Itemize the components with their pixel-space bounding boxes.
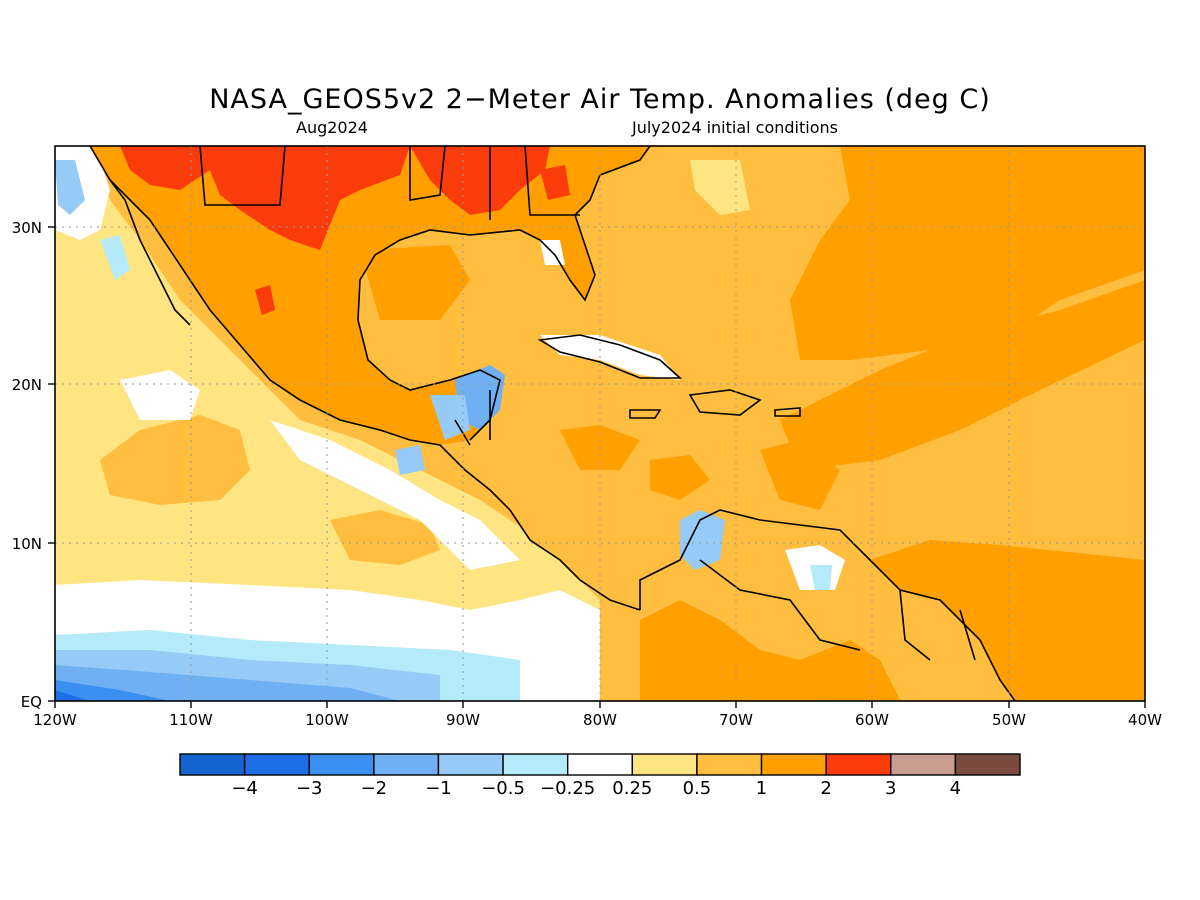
atlantic-warm-north [790,146,1145,360]
map-title: NASA_GEOS5v2 2−Meter Air Temp. Anomalies… [209,84,991,115]
south-america-coastline [639,509,1016,701]
atlantic-light-patch [690,160,750,215]
colorbar-swatch [631,753,698,776]
colorbar-label: 0.5 [683,778,712,799]
anomaly-field [55,146,1145,701]
puerto-rico-outline [774,407,801,417]
lon-label-120w: 120W [33,711,77,729]
colorbar-label: 3 [885,778,896,799]
colorbar: −4 −3 −2 −1 −0.5 −0.25 0.25 0.5 1 2 3 4 [179,753,1021,799]
lon-label-40w: 40W [1128,711,1162,729]
guiana-borders [899,589,976,661]
colorbar-label: 0.25 [612,778,652,799]
pacific-neutral-spot [120,370,200,420]
colorbar-swatch [179,753,246,776]
baja-cool [100,235,130,280]
longitude-labels: 120W 110W 100W 90W 80W 70W 60W 50W 40W [33,711,1162,729]
lon-label-50w: 50W [992,711,1026,729]
baja-coastline [109,179,191,326]
lat-label-20n: 20N [12,376,42,394]
lon-label-70w: 70W [719,711,753,729]
colorbar-swatch [696,753,763,776]
venezuela-border [699,559,861,651]
us-mexico-border [199,146,286,206]
colorbar-swatch [243,753,310,776]
lat-label-30n: 30N [12,219,42,237]
hot-patch-mexico [255,285,275,315]
caribbean-blob-2 [650,455,710,500]
axis-ticks [48,226,1146,708]
lon-label-90w: 90W [446,711,480,729]
latitude-labels: 30N 20N 10N EQ [12,219,42,711]
venezuela-cool [810,565,832,590]
atlantic-warm-south [870,540,1145,701]
equator-cool-3 [55,665,400,701]
cuba-neutral [540,335,680,380]
guatemala-cool [395,445,425,475]
colorbar-swatch [566,753,634,776]
hispaniola-outline [688,389,762,416]
state-border-1 [409,146,446,201]
coastlines [89,146,1016,701]
central-america-land [440,440,640,610]
colorbar-swatch [308,753,375,776]
colorbar-label: 1 [756,778,767,799]
hot-patch-west [120,146,210,190]
maracaibo-cool [680,510,725,570]
colorbar-label: −0.25 [540,778,595,799]
california-cool [55,160,85,215]
south-america-warm [640,600,900,701]
colorbar-swatch [373,753,440,776]
forecast-month: Aug2024 [296,118,368,137]
gulf-coastline [357,146,651,441]
colorbar-swatch [825,753,892,776]
colorbar-label: 2 [820,778,831,799]
colorbar-label: −0.5 [481,778,525,799]
caribbean-blob-3 [760,440,840,510]
pacific-blob-1 [100,415,250,505]
yucatan-borders [454,390,491,446]
colorbar-swatch [502,753,569,776]
lon-label-100w: 100W [305,711,349,729]
hot-patch-southwest [200,146,410,250]
pacific-neutral-coast [270,420,520,570]
colorbar-label: −1 [425,778,452,799]
pacific-blob-2 [330,510,440,565]
lat-label-eq: EQ [21,693,42,711]
equator-cool-5 [55,690,90,701]
state-border-2 [489,146,580,220]
lon-label-80w: 80W [583,711,617,729]
initial-conditions: July2024 initial conditions [632,118,838,137]
pacific-coastline [89,146,641,611]
hot-patch-south-central [410,146,550,215]
north-america-land [90,146,650,445]
lon-label-110w: 110W [169,711,213,729]
colorbar-swatch [437,753,504,776]
colorbar-label: 4 [950,778,961,799]
colorbar-label: −4 [231,778,258,799]
colorbar-label: −3 [296,778,323,799]
lon-label-60w: 60W [855,711,889,729]
gulf-warm [360,245,470,320]
cuba-outline [537,334,683,379]
colorbar-swatch [760,753,827,776]
hot-patch-georgia [540,165,570,200]
graticule [55,146,1145,701]
lat-label-10n: 10N [12,535,42,553]
jamaica-outline [629,409,662,419]
colorbar-label: −2 [361,778,388,799]
colorbar-swatch [954,753,1021,776]
equator-cool-4 [55,680,170,701]
atlantic-warm-band [780,280,1145,470]
colorbar-swatch [890,753,957,776]
gulf-blob [840,230,900,270]
